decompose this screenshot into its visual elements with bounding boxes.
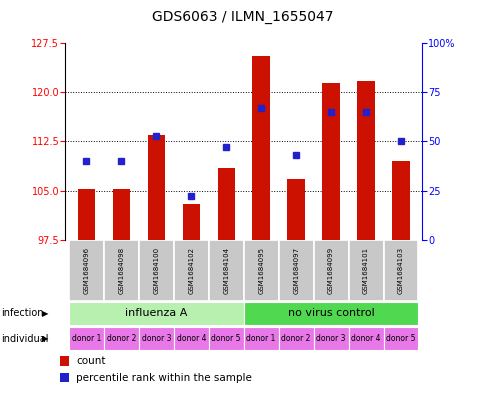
Text: GSM1684095: GSM1684095: [257, 247, 264, 294]
Bar: [217, 168, 234, 240]
Text: GSM1684100: GSM1684100: [153, 247, 159, 294]
Text: GSM1684099: GSM1684099: [327, 247, 333, 294]
Text: influenza A: influenza A: [125, 308, 187, 318]
Bar: [77, 189, 95, 240]
Bar: [208, 240, 243, 301]
Text: no virus control: no virus control: [287, 308, 374, 318]
Bar: [252, 56, 270, 240]
Bar: [138, 240, 173, 301]
Bar: [243, 240, 278, 301]
Bar: [322, 83, 339, 240]
Bar: [60, 373, 69, 382]
Text: GSM1684096: GSM1684096: [83, 247, 89, 294]
Text: GSM1684102: GSM1684102: [188, 247, 194, 294]
Text: donor 3: donor 3: [141, 334, 171, 343]
Text: donor 5: donor 5: [211, 334, 241, 343]
Text: donor 4: donor 4: [176, 334, 206, 343]
Bar: [278, 240, 313, 301]
Bar: [243, 327, 278, 351]
Text: GDS6063 / ILMN_1655047: GDS6063 / ILMN_1655047: [151, 10, 333, 24]
Bar: [357, 81, 374, 240]
Text: donor 2: donor 2: [106, 334, 136, 343]
Bar: [69, 327, 104, 351]
Bar: [243, 302, 418, 325]
Bar: [313, 327, 348, 351]
Bar: [348, 327, 383, 351]
Text: infection: infection: [1, 309, 44, 318]
Bar: [104, 327, 138, 351]
Bar: [313, 240, 348, 301]
Text: GSM1684098: GSM1684098: [118, 247, 124, 294]
Bar: [112, 189, 130, 240]
Text: individual: individual: [1, 334, 48, 344]
Bar: [383, 240, 418, 301]
Bar: [173, 240, 208, 301]
Bar: [173, 327, 208, 351]
Bar: [287, 179, 304, 240]
Bar: [138, 327, 173, 351]
Bar: [208, 327, 243, 351]
Text: ▶: ▶: [42, 334, 48, 343]
Text: ▶: ▶: [42, 309, 48, 318]
Bar: [348, 240, 383, 301]
Text: GSM1684104: GSM1684104: [223, 247, 229, 294]
Text: donor 1: donor 1: [246, 334, 275, 343]
Bar: [60, 356, 69, 366]
Bar: [278, 327, 313, 351]
Bar: [147, 135, 165, 240]
Text: donor 5: donor 5: [385, 334, 415, 343]
Text: GSM1684101: GSM1684101: [363, 247, 368, 294]
Text: count: count: [76, 356, 106, 366]
Bar: [104, 240, 138, 301]
Text: GSM1684097: GSM1684097: [292, 247, 299, 294]
Text: donor 4: donor 4: [350, 334, 380, 343]
Bar: [69, 240, 104, 301]
Text: donor 1: donor 1: [72, 334, 101, 343]
Bar: [69, 302, 243, 325]
Bar: [392, 161, 409, 240]
Text: GSM1684103: GSM1684103: [397, 247, 403, 294]
Bar: [182, 204, 199, 240]
Bar: [383, 327, 418, 351]
Text: donor 2: donor 2: [281, 334, 310, 343]
Text: percentile rank within the sample: percentile rank within the sample: [76, 373, 252, 383]
Text: donor 3: donor 3: [316, 334, 345, 343]
